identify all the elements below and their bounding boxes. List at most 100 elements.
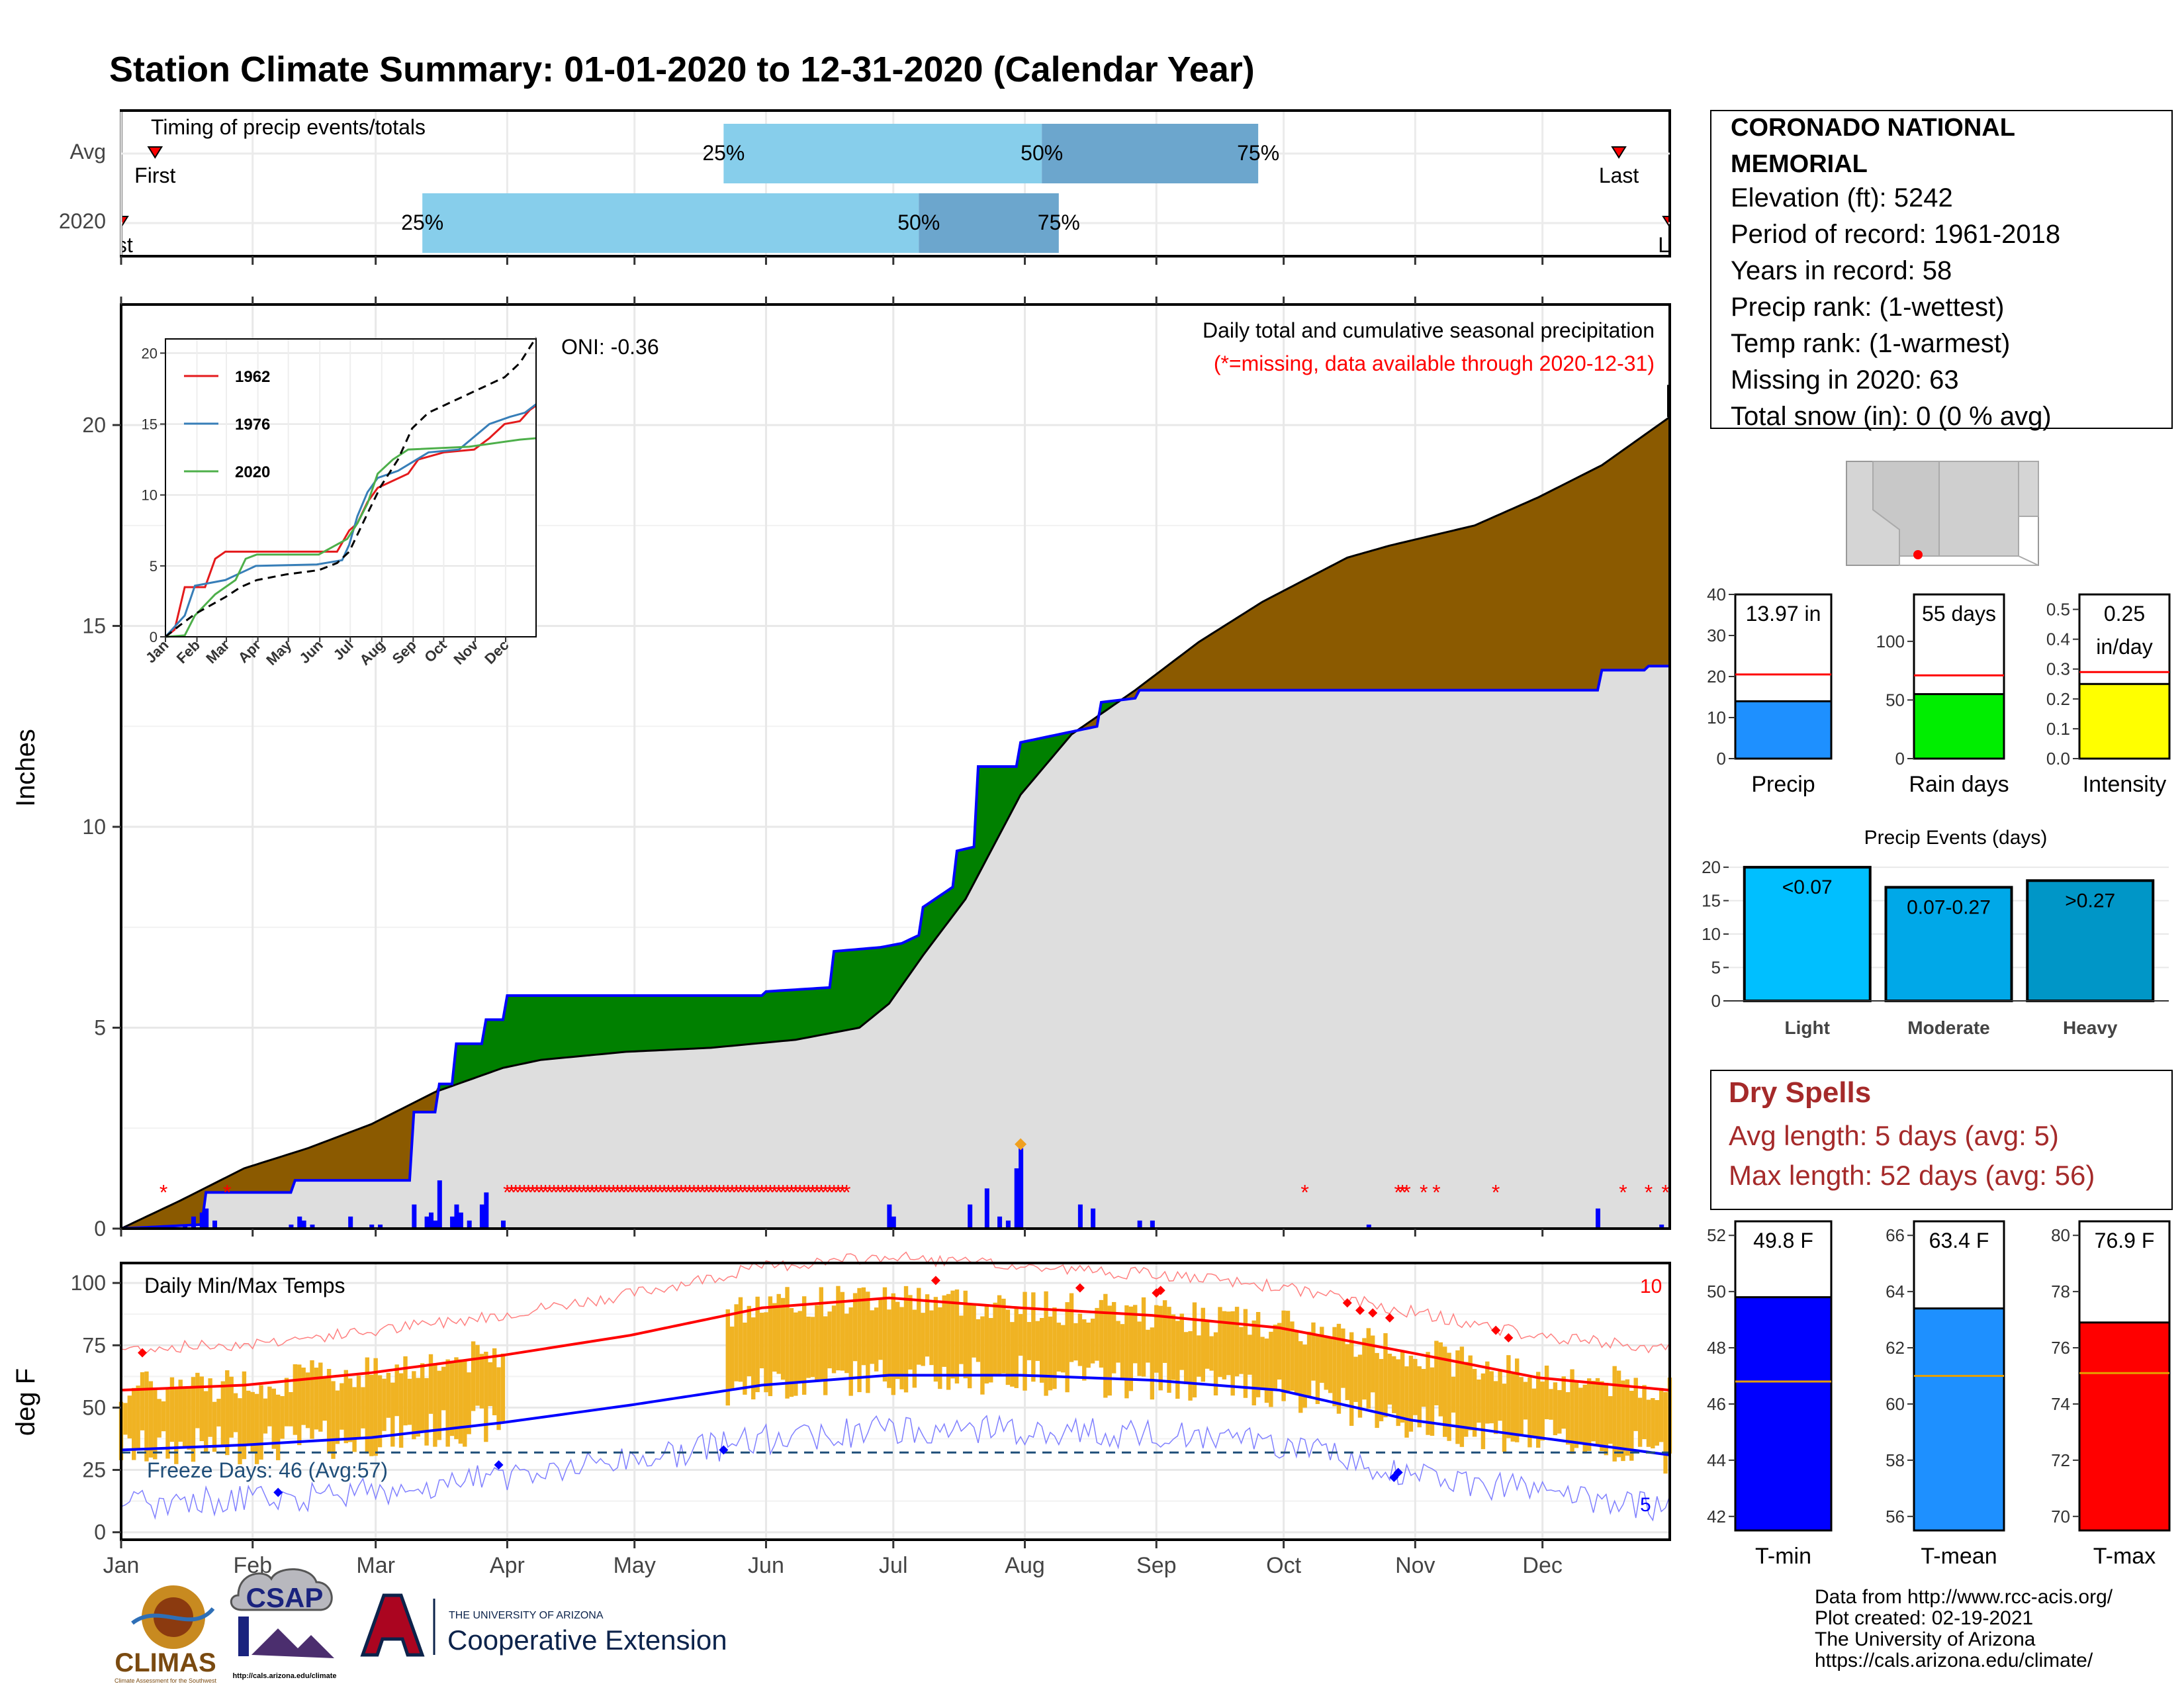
temps-ylabel: deg F <box>11 1368 40 1436</box>
temps-daily-bar <box>1655 1400 1659 1446</box>
daily-precip-bar <box>310 1224 315 1229</box>
temps-daily-bar <box>1073 1323 1078 1361</box>
temps-daily-bar <box>148 1381 154 1458</box>
inset-legend-label: 1962 <box>235 368 270 386</box>
small-panel-bar <box>1734 1296 1833 1532</box>
temps-daily-bar <box>356 1376 361 1438</box>
temps-daily-bar <box>335 1390 340 1444</box>
temps-daily-bar <box>204 1391 208 1452</box>
small-panel-ytick-label: 0.4 <box>2046 630 2070 649</box>
temps-daily-bar <box>187 1387 191 1450</box>
temps-daily-bar <box>1523 1382 1528 1420</box>
temps-daily-bar <box>1591 1380 1596 1442</box>
temps-daily-bar <box>500 1353 506 1422</box>
month-label: Oct <box>1266 1553 1301 1578</box>
temps-daily-bar <box>815 1305 819 1381</box>
small-panel-ytick-label: 0 <box>1717 749 1726 769</box>
station-name-2: MEMORIAL <box>1731 150 1868 178</box>
timing-panel: Timing of precip events/totals Avg 2020 … <box>59 109 1671 265</box>
temps-ytick-label: 50 <box>82 1395 106 1419</box>
temps-daily-bar <box>895 1301 900 1380</box>
temps-daily-bar <box>1595 1378 1600 1446</box>
inset-line-2020 <box>165 437 537 638</box>
precip-main-areas <box>120 385 1670 1230</box>
daily-precip-bar <box>1137 1220 1142 1229</box>
main-ytick-label: 0 <box>94 1217 106 1241</box>
temps-daily-bar <box>1302 1344 1307 1408</box>
inset-ytick-label: 15 <box>142 416 158 433</box>
small-panel-ytick-label: 44 <box>1707 1450 1726 1470</box>
missing-marker: * <box>779 1180 787 1204</box>
missing-marker: * <box>545 1180 553 1204</box>
missing-marker: * <box>673 1180 681 1204</box>
temps-record-low-marker <box>494 1460 504 1470</box>
daily-precip-bar <box>204 1208 209 1229</box>
temps-daily-bar <box>475 1344 480 1406</box>
small-panel-ytick-label: 76 <box>2051 1338 2070 1358</box>
small-panel-ytick-label: 64 <box>1886 1282 1905 1301</box>
temps-daily-bar <box>1069 1293 1074 1362</box>
temps-daily-bar <box>1328 1336 1333 1393</box>
small-panel-title: T-max <box>2093 1544 2156 1569</box>
temps-daily-bar <box>1642 1385 1647 1440</box>
small-panel-ytick-label: 30 <box>1707 626 1726 645</box>
temps-daily-bar <box>1651 1398 1655 1449</box>
temps-daily-bar <box>844 1313 849 1374</box>
temps-daily-bar <box>225 1370 230 1456</box>
temps-daily-bar <box>1188 1331 1193 1401</box>
temps-daily-bar <box>1485 1361 1490 1424</box>
temps-daily-bar <box>1633 1378 1638 1431</box>
timing-label-75: 75% <box>1038 211 1080 234</box>
temps-daily-bar <box>1616 1370 1621 1458</box>
daily-precip-bar <box>437 1180 442 1229</box>
temps-daily-bar <box>917 1288 921 1365</box>
temps-daily-bar <box>1341 1328 1345 1388</box>
small-panel-ytick-label: 78 <box>2051 1282 2070 1301</box>
temps-daily-bar <box>1383 1333 1388 1418</box>
temps-daily-bar <box>284 1378 289 1427</box>
temps-record-low-marker <box>1393 1468 1403 1477</box>
events-ytick-label: 5 <box>1711 958 1721 978</box>
temps-daily-bar <box>361 1387 365 1429</box>
temps-normal-max-line <box>120 1296 1670 1392</box>
temps-daily-bar <box>789 1308 794 1397</box>
missing-marker: * <box>664 1180 672 1204</box>
station-snow: Total snow (in): 0 (0 % avg) <box>1731 402 2052 431</box>
temps-daily-bar <box>743 1322 747 1395</box>
small-panel-ytick-label: 0.3 <box>2046 659 2070 679</box>
month-label: Apr <box>490 1553 525 1578</box>
timing-label-25: 25% <box>401 211 443 234</box>
events-category-label: Moderate <box>1907 1017 1989 1038</box>
timing-row-avg: Avg <box>69 140 106 164</box>
temps-daily-bar <box>178 1380 183 1442</box>
temps-daily-bar <box>1306 1331 1312 1397</box>
missing-marker: * <box>690 1180 698 1204</box>
month-label: Jan <box>103 1553 140 1578</box>
temps-daily-bar <box>238 1398 242 1465</box>
temps-daily-bar <box>1298 1341 1303 1413</box>
small-panel-ytick-label: 80 <box>2051 1225 2070 1245</box>
temps-daily-bar <box>980 1316 985 1395</box>
small-panel-title: T-min <box>1755 1544 1811 1569</box>
small-panel-ytick-label: 60 <box>1886 1394 1905 1414</box>
missing-marker: * <box>626 1180 634 1204</box>
month-label: Nov <box>1395 1553 1435 1578</box>
footer-line-4: https://cals.arizona.edu/climate/ <box>1815 1650 2093 1671</box>
missing-marker: * <box>159 1180 167 1204</box>
daily-precip-bar <box>289 1224 294 1229</box>
panel-tmin: 42 44 46 48 50 52 49.8 F T-min <box>1707 1220 1833 1569</box>
temps-daily-bar <box>322 1376 327 1421</box>
missing-marker: * <box>1661 1180 1669 1204</box>
missing-marker: * <box>520 1180 528 1204</box>
missing-marker: * <box>541 1180 549 1204</box>
map-state-east <box>2018 461 2039 517</box>
small-panel-title: Rain days <box>1909 772 2009 797</box>
missing-marker: * <box>554 1180 562 1204</box>
temps-panel-frame <box>120 1262 1671 1541</box>
small-panel-ytick-label: 0.2 <box>2046 689 2070 709</box>
temps-daily-bar <box>1582 1384 1587 1454</box>
temps-daily-bar <box>191 1377 196 1462</box>
temps-daily-bar <box>373 1358 378 1456</box>
